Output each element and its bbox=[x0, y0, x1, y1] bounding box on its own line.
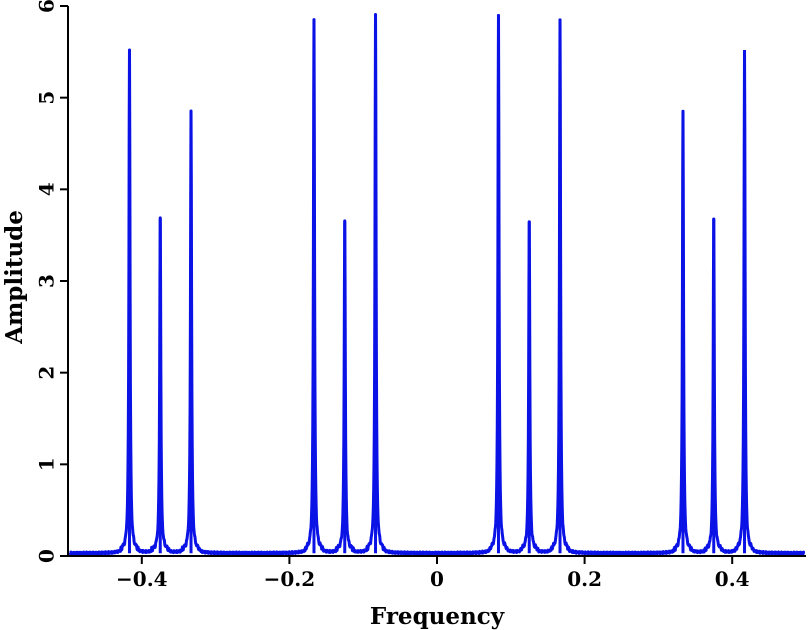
y-tick-label: 5 bbox=[35, 91, 59, 105]
x-tick-label: 0 bbox=[430, 567, 444, 591]
y-tick-label: 0 bbox=[35, 549, 59, 563]
plot-area bbox=[68, 13, 806, 556]
x-tick-label: 0.2 bbox=[567, 567, 602, 591]
y-axis-title: Amplitude bbox=[1, 210, 28, 345]
y-tick-label: 6 bbox=[35, 0, 59, 13]
spectrum-line bbox=[68, 13, 806, 556]
x-axis-title: Frequency bbox=[370, 603, 505, 630]
y-tick-label: 2 bbox=[35, 366, 59, 380]
y-tick-label: 1 bbox=[35, 457, 59, 471]
peak-markers bbox=[127, 14, 747, 554]
x-tick-label: 0.4 bbox=[715, 567, 750, 591]
y-tick-label: 3 bbox=[35, 274, 59, 288]
y-tick-label: 4 bbox=[35, 182, 59, 196]
x-tick-label: −0.2 bbox=[264, 567, 316, 591]
y-axis: 0 1 2 3 4 5 6 bbox=[35, 0, 69, 563]
x-tick-label: −0.4 bbox=[116, 567, 168, 591]
x-axis: −0.4 −0.2 0 0.2 0.4 bbox=[68, 555, 806, 591]
